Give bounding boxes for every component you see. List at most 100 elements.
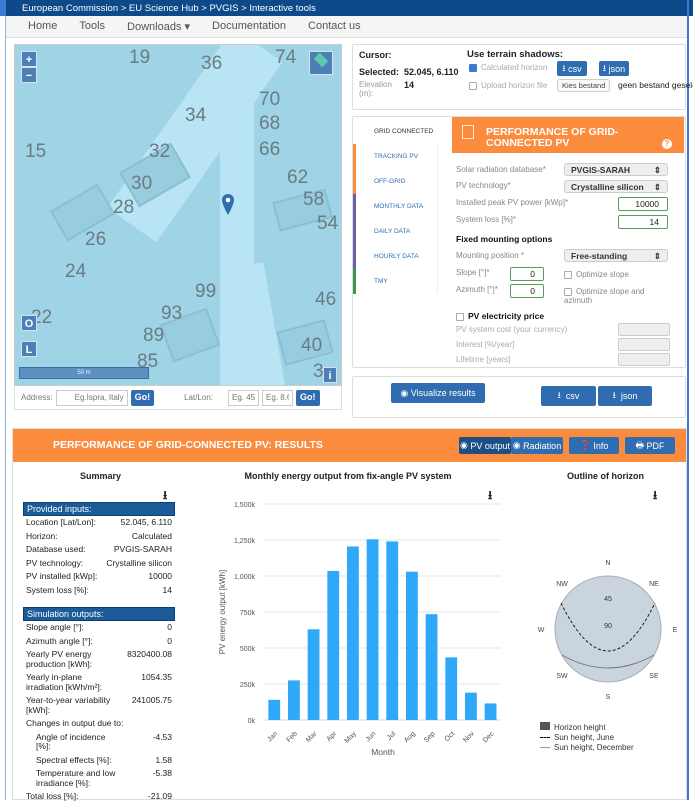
summary-download-icon[interactable]: ⭳ xyxy=(163,488,168,502)
tab-hourly-data[interactable]: HOURLY DATA xyxy=(353,244,437,269)
address-bar: Address: Go! Lat/Lon: Go! xyxy=(14,386,342,410)
info-button[interactable]: ❓ Info xyxy=(569,437,619,454)
zoom-out-button[interactable]: − xyxy=(21,67,37,83)
sun-june-line xyxy=(560,602,656,652)
map-house-number: 66 xyxy=(259,139,281,160)
upload-horizon-checkbox[interactable]: Upload horizon file xyxy=(469,81,547,90)
mount-select[interactable]: Free-standing ⇕ xyxy=(564,249,668,262)
select-arrows-icon: ⇕ xyxy=(653,165,661,175)
x-tick-label: Oct xyxy=(444,730,457,743)
address-go-button[interactable]: Go! xyxy=(130,389,155,406)
nav-home[interactable]: Home xyxy=(28,20,58,32)
map-marker-icon[interactable] xyxy=(221,193,235,217)
bar-may xyxy=(347,546,359,720)
tab-tracking-pv[interactable]: TRACKING PV xyxy=(353,144,437,169)
x-tick-label: Dec xyxy=(482,730,496,744)
lifetime-input[interactable] xyxy=(618,353,670,366)
pv-output-button[interactable]: ◉ PV output xyxy=(459,437,511,454)
direction-label: SW xyxy=(556,673,568,680)
kv-key: Yearly in-plane irradiation [kWh/m²]: xyxy=(26,672,103,692)
azimuth-input[interactable]: 0 xyxy=(510,284,544,298)
pdf-label: PDF xyxy=(646,440,665,451)
summary-row: Yearly in-plane irradiation [kWh/m²]: 105… xyxy=(23,671,175,694)
summary-table: Provided inputs: Location [Lat/Lon]: 52.0… xyxy=(23,502,175,804)
interest-input[interactable] xyxy=(618,338,670,351)
map-button-o[interactable]: O xyxy=(21,315,37,331)
optimize-slope-checkbox[interactable]: Optimize slope xyxy=(564,270,629,279)
tab-off-grid[interactable]: OFF-GRID xyxy=(353,169,437,194)
horizon-area xyxy=(554,575,662,683)
map[interactable]: 19 36 74 34 70 68 15 32 66 30 62 28 58 54 26 24 99 46 93 22… xyxy=(14,44,342,386)
file-status: geen bestand geselecteerd xyxy=(618,80,693,90)
db-select[interactable]: PVGIS-SARAH ⇕ xyxy=(564,163,668,176)
csv-label: csv xyxy=(568,63,582,74)
nav-documentation[interactable]: Documentation xyxy=(212,20,287,32)
pdf-button[interactable]: 🖶 PDF xyxy=(625,437,675,454)
price-checkbox[interactable]: PV electricity price xyxy=(456,311,544,321)
tab-tmy[interactable]: TMY xyxy=(353,269,437,294)
map-house-number: 68 xyxy=(259,113,281,134)
summary-row: Year-to-year variability [kWh]: 241005.75 xyxy=(23,694,175,717)
y-tick-label: 750k xyxy=(240,610,256,617)
choose-file-button[interactable]: Kies bestand xyxy=(557,79,611,92)
selected-label: Selected: xyxy=(359,67,400,77)
price-title: PV electricity price xyxy=(468,311,545,321)
interest-label: Interest [%/year] xyxy=(456,340,515,349)
map-house-number: 85 xyxy=(137,351,159,372)
nav-downloads[interactable]: Downloads ▾ xyxy=(127,21,191,33)
x-tick-label: May xyxy=(344,730,359,745)
loss-input[interactable]: 14 xyxy=(618,215,668,229)
tab-grid-connected[interactable]: GRID CONNECTED xyxy=(353,119,437,144)
x-tick-label: Jul xyxy=(386,730,398,742)
nav-tools[interactable]: Tools xyxy=(79,20,106,32)
horizon-json-button[interactable]: ⭳ json xyxy=(599,61,629,76)
summary-row: Location [Lat/Lon]: 52.045, 6.110 xyxy=(23,516,175,530)
visualize-results-button[interactable]: ◉ Visualize results xyxy=(391,383,485,403)
map-button-l[interactable]: L xyxy=(21,341,37,357)
map-house-number: 40 xyxy=(301,335,323,356)
radiation-button[interactable]: ◉ Radiation xyxy=(511,437,563,454)
sun-december-line xyxy=(561,654,655,669)
lat-input[interactable] xyxy=(228,389,259,406)
chart-download-icon[interactable]: ⭳ xyxy=(488,488,493,502)
calc-horizon-checkbox[interactable]: Calculated horizon xyxy=(469,63,547,72)
direction-label: W xyxy=(538,627,545,634)
monthly-energy-chart: 0k 250k 500k 750k 1,000k 1,250k 1,500k Jan Feb Ma… xyxy=(218,502,501,757)
map-house-number: 24 xyxy=(65,261,87,282)
cost-input[interactable] xyxy=(618,323,670,336)
cursor-panel: Cursor: Selected: 52.045, 6.110 Elevatio… xyxy=(352,44,693,110)
kv-value: -21.09 xyxy=(147,791,172,801)
horizon-csv-button[interactable]: ⭳ csv xyxy=(557,61,587,76)
tab-daily-data[interactable]: DAILY DATA xyxy=(353,219,437,244)
lon-input[interactable] xyxy=(262,389,293,406)
tech-label: PV technology* xyxy=(456,181,511,190)
eye-icon: ◉ xyxy=(400,387,409,398)
help-icon[interactable]: ? xyxy=(662,139,672,149)
zoom-in-button[interactable]: + xyxy=(21,51,37,67)
tab-monthly-data[interactable]: MONTHLY DATA xyxy=(353,194,437,219)
layers-button[interactable] xyxy=(309,51,333,75)
db-value: PVGIS-SARAH xyxy=(571,165,631,175)
summary-row: Horizon: Calculated xyxy=(23,530,175,544)
cursor-title: Cursor: xyxy=(359,50,392,60)
optimize-both-checkbox[interactable]: Optimize slope and azimuth xyxy=(564,287,664,305)
kv-key: Angle of incidence [%]: xyxy=(36,731,106,751)
legend-horizon: Horizon height xyxy=(540,722,634,733)
results-json-button[interactable]: ⭳ json xyxy=(598,386,652,406)
download-icon: ⭳ xyxy=(602,62,607,73)
horizon-download-icon[interactable]: ⭳ xyxy=(653,488,658,502)
tech-select[interactable]: Crystalline silicon ⇕ xyxy=(564,180,668,193)
power-input[interactable]: 10000 xyxy=(618,197,668,211)
optimize-slope-label: Optimize slope xyxy=(576,270,629,279)
tech-value: Crystalline silicon xyxy=(571,182,644,192)
results-csv-button[interactable]: ⭳ csv xyxy=(541,386,596,406)
legend-label: Sun height, December xyxy=(554,743,634,752)
latlon-go-button[interactable]: Go! xyxy=(296,389,320,406)
slope-input[interactable]: 0 xyxy=(510,267,544,281)
nav-contact[interactable]: Contact us xyxy=(308,20,361,32)
info-button[interactable]: i xyxy=(323,367,337,383)
kv-value: Calculated xyxy=(131,530,172,541)
bar-aug xyxy=(406,571,418,720)
checkbox-icon xyxy=(564,287,572,296)
address-input[interactable] xyxy=(55,389,128,406)
